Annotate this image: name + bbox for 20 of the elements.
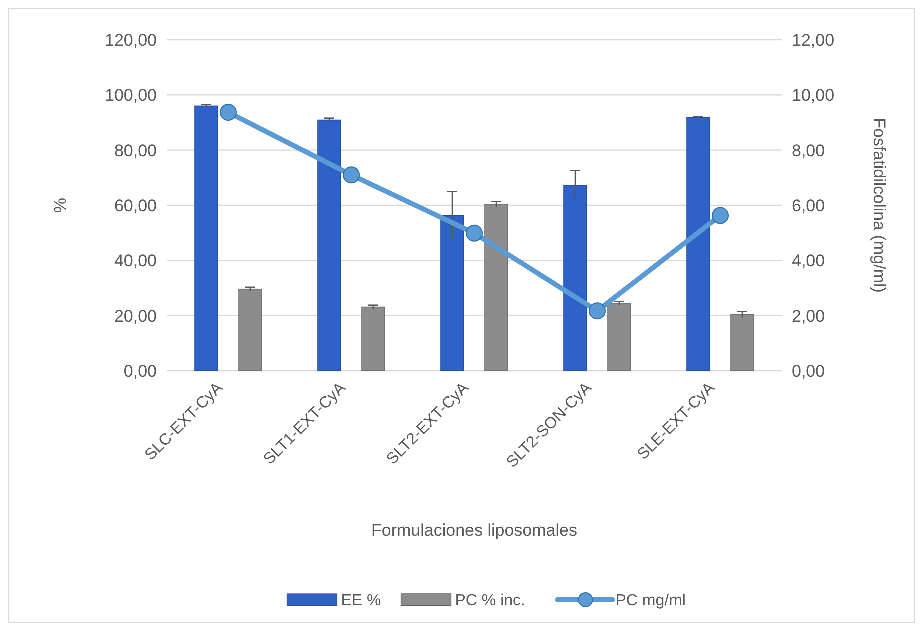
y-tick-label: 120,00 — [105, 30, 157, 50]
y-axis-title: % — [51, 198, 70, 214]
y2-axis-title: Fosfatidilcolina (mg/ml) — [870, 118, 889, 293]
y-tick-label: 20,00 — [114, 306, 157, 326]
y2-tick-label: 12,00 — [792, 30, 835, 50]
y2-tick-label: 6,00 — [792, 196, 826, 216]
y2-tick-label: 0,00 — [792, 362, 826, 381]
y-tick-label: 60,00 — [114, 196, 157, 216]
x-axis-title: Formulaciones liposomales — [372, 521, 578, 540]
y-tick-label: 40,00 — [114, 252, 157, 271]
y2-tick-label: 2,00 — [792, 306, 826, 326]
legend-label: PC mg/ml — [616, 592, 686, 610]
y-tick-label: 0,00 — [124, 362, 157, 381]
legend-label: EE % — [341, 592, 382, 610]
y2-tick-label: 10,00 — [792, 86, 835, 106]
legend-label: PC % inc. — [455, 592, 526, 610]
y-tick-label: 100,00 — [105, 86, 157, 106]
y-tick-label: 80,00 — [114, 141, 157, 160]
y2-tick-label: 8,00 — [792, 141, 826, 160]
y2-tick-label: 4,00 — [792, 252, 826, 271]
